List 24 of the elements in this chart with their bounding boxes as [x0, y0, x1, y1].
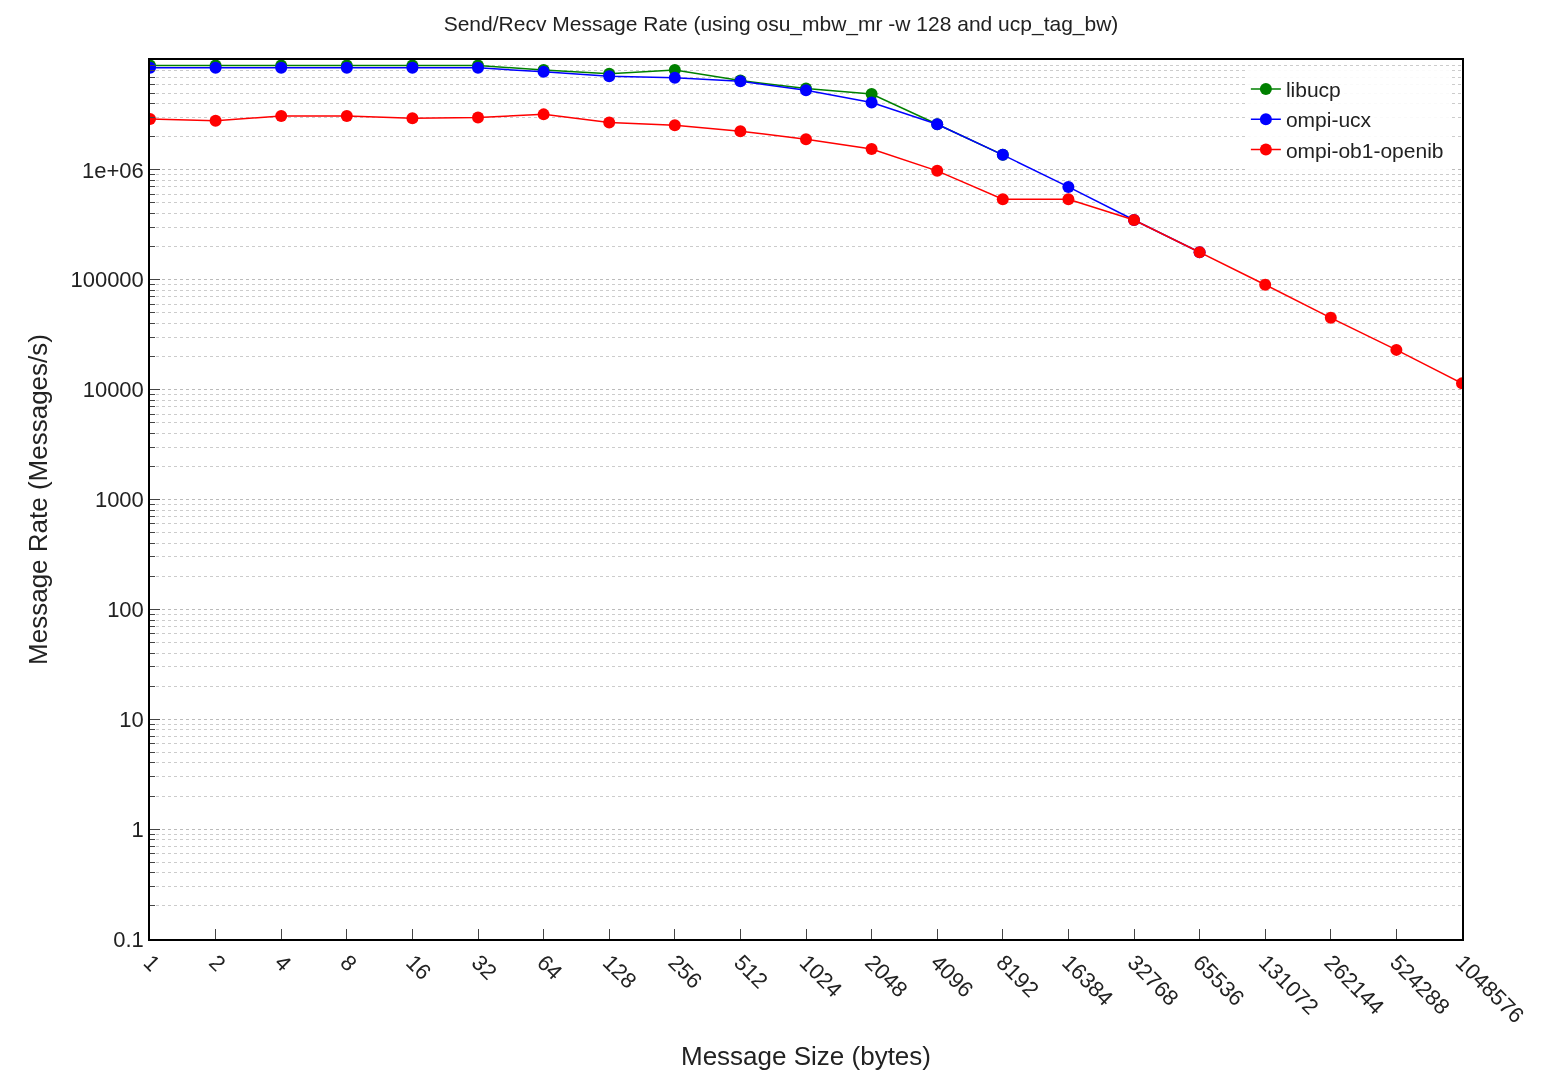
y-tick-label: 100 — [107, 597, 144, 623]
legend-label: libucp — [1285, 78, 1341, 102]
y-tick-label: 1 — [131, 816, 144, 842]
x-tick-label: 128 — [597, 949, 642, 994]
x-tick-label: 256 — [663, 949, 708, 994]
y-axis-title: Message Rate (Messages/s) — [23, 334, 54, 665]
x-tick-label: 1 — [138, 949, 166, 977]
y-tick-label: 10000 — [82, 377, 144, 403]
x-tick-label: 2 — [204, 949, 231, 977]
y-tick-label: 1e+06 — [82, 157, 144, 183]
x-axis-title: Message Size (bytes) — [681, 1041, 931, 1072]
y-tick-label: 10 — [119, 706, 144, 732]
x-tick-label: 16 — [401, 949, 437, 985]
y-tick-label: 100000 — [70, 267, 144, 293]
x-tick-label: 8 — [335, 949, 362, 977]
x-tick-label: 512 — [729, 949, 773, 994]
x-tick-label: 4 — [269, 949, 297, 977]
legend-label: ompi-ob1-openib — [1285, 138, 1444, 162]
legend-label: ompi-ucx — [1285, 108, 1372, 132]
x-tick-label: 64 — [532, 949, 568, 985]
y-tick-label: 1000 — [94, 487, 144, 513]
chart-title: Send/Recv Message Rate (using osu_mbw_mr -w 128 and ucp_tag_bw) — [443, 11, 1119, 36]
y-tick-label: 0.1 — [113, 926, 144, 952]
x-tick-label: 32 — [466, 949, 502, 985]
